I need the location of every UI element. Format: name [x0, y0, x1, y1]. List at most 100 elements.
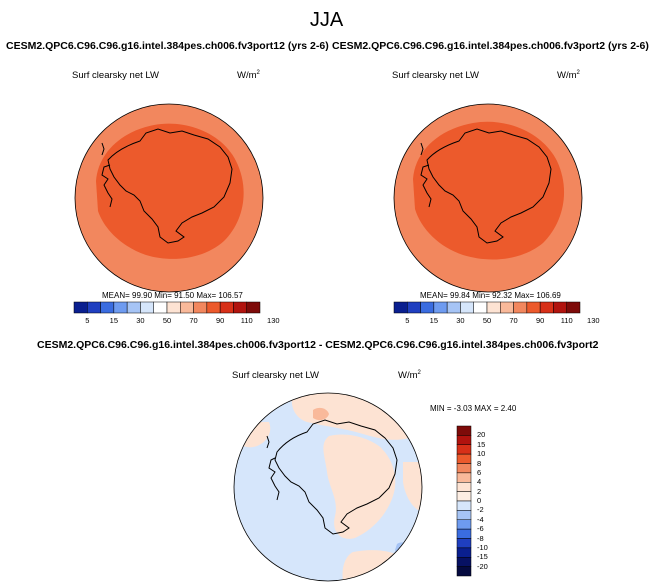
panel3-colorbar-tick-label: 15	[477, 439, 486, 449]
panel3-colorbar-swatch	[456, 519, 472, 530]
panel2-max-value: 106.69	[536, 291, 561, 300]
panel2-stats: MEAN= 99.84 Min= 92.32 Max= 106.69	[420, 291, 561, 300]
panel3-colorbar-swatch	[456, 453, 472, 464]
panel2-colorbar-tick-label: 110	[560, 316, 573, 325]
panel2-colorbar-tick-label: 90	[535, 316, 545, 325]
panel1-colorbar-tick-label: 5	[85, 316, 90, 325]
panel1-stats: MEAN= 99.90 Min= 91.50 Max= 106.57	[102, 291, 243, 300]
panel3-negative-patch	[395, 542, 411, 556]
panel1-south-america-tip	[101, 142, 105, 156]
panel1-colorbar-tick-label: 15	[109, 316, 119, 325]
panel3-max-label: MAX =	[474, 404, 499, 413]
panel3-colorbar-tick-label: -10	[477, 542, 488, 552]
panel3-patch-small	[313, 407, 329, 421]
panel1-colorbar-tick-label: 30	[136, 316, 145, 325]
panel3-patch-south	[342, 550, 409, 581]
panel2-units: W/m2	[557, 70, 580, 82]
panel1-colorbar-swatch	[219, 301, 234, 314]
panel1-colorbar-swatch	[246, 301, 261, 314]
panel2-mean-label: MEAN=	[420, 291, 448, 300]
panel1-map	[74, 103, 264, 293]
panel3-variable-label: Surf clearsky net LW	[232, 370, 319, 381]
panel2-variable-label: Surf clearsky net LW	[392, 70, 479, 81]
panel3-colorbar-swatch	[456, 425, 472, 436]
panel2-colorbar-swatch	[393, 301, 408, 314]
panel2-colorbar-swatch	[446, 301, 461, 314]
panel3-colorbar-swatch	[456, 547, 472, 558]
panel3-min-value: -3.03	[453, 404, 473, 413]
panel1-colorbar-swatch	[206, 301, 221, 314]
panel3-south-america-tip	[266, 435, 270, 449]
panel1-colorbar-swatch	[113, 301, 128, 314]
panel2-mean-value: 99.84	[450, 291, 471, 300]
panel2-colorbar-swatch	[433, 301, 448, 314]
panel3-colorbar-tick-label: 20	[477, 430, 486, 440]
panel2-map	[393, 103, 583, 293]
panel3-patch-east	[403, 462, 422, 512]
panel3-colorbar-tick-label: -6	[477, 524, 484, 534]
panel2-colorbar-swatch	[420, 301, 435, 314]
panel2-south-america-tip	[420, 142, 424, 156]
panel3-map-border	[233, 392, 423, 582]
panel1-colorbar-swatch	[153, 301, 168, 314]
panel1-colorbar-swatch	[180, 301, 194, 314]
panel1-colorbar-tick-label: 90	[215, 316, 225, 325]
panel2-colorbar-swatch	[539, 301, 554, 314]
panel3-colorbar-ticks: 20 15 10 8 6 4 2 0 -2 -4 -6 -8 -10 -15 -20	[477, 426, 507, 576]
panel3-colorbar-swatch	[456, 444, 472, 455]
panel2-map-interior-field	[413, 121, 565, 260]
panel1-colorbar-swatch	[73, 301, 88, 314]
panel3-colorbar-swatch	[456, 528, 472, 539]
panel3-colorbar-swatch	[456, 482, 472, 492]
panel2-colorbar-swatch	[486, 301, 501, 314]
panel3-colorbar-tick-label: 2	[477, 486, 482, 496]
panel3-map-base	[234, 393, 422, 581]
panel3-antarctic-peninsula	[268, 457, 280, 501]
panel3-colorbar-tick-label: 0	[477, 496, 482, 505]
panel1-max-label: Max=	[196, 291, 217, 300]
panel3-colorbar-tick-label: 6	[477, 467, 482, 477]
panel2-title: CESM2.QPC6.C96.C96.g16.intel.384pes.ch00…	[332, 40, 649, 52]
panel2-colorbar-ticks: 5 15 30 50 70 90 110 130	[394, 316, 599, 326]
panel1-colorbar-swatch	[87, 301, 101, 314]
panel1-colorbar-ticks: 5 15 30 50 70 90 110 130	[74, 316, 279, 326]
panel1-colorbar-swatch	[100, 301, 115, 314]
panel2-colorbar-tick-label: 15	[429, 316, 439, 325]
panel1-antarctic-peninsula	[101, 164, 113, 208]
panel3-colorbar-tick-label: -20	[477, 561, 488, 571]
panel2-colorbar-tick-label: 130	[587, 316, 600, 325]
panel2-colorbar-swatch	[526, 301, 541, 314]
panel2-colorbar-swatch	[473, 301, 488, 314]
panel1-min-value: 91.50	[174, 291, 195, 300]
panel2-colorbar-swatch	[553, 301, 567, 314]
panel1-units: W/m2	[237, 70, 260, 82]
panel1-colorbar	[73, 301, 261, 314]
panel1-colorbar-swatch	[140, 301, 154, 314]
panel3-patch-center	[323, 434, 396, 539]
panel1-colorbar-swatch	[233, 301, 247, 314]
panel1-mean-label: MEAN=	[102, 291, 130, 300]
panel1-antarctica-coastline	[107, 128, 233, 244]
panel3-colorbar-swatch	[456, 472, 472, 483]
panel3-colorbar-swatch	[456, 435, 472, 445]
panel1-variable-label: Surf clearsky net LW	[72, 70, 159, 81]
panel3-stats: MIN = -3.03 MAX = 2.40	[430, 404, 516, 413]
panel2-colorbar-tick-label: 30	[456, 316, 465, 325]
panel3-colorbar-swatch	[456, 500, 472, 511]
panel3-colorbar	[456, 425, 472, 577]
panel3-antarctica-coastline	[274, 419, 398, 535]
panel3-colorbar-swatch	[456, 491, 472, 502]
panel2-min-value: 92.32	[492, 291, 513, 300]
panel3-colorbar-tick-label: 4	[477, 477, 482, 487]
panel2-min-label: Min=	[472, 291, 490, 300]
panel2-antarctica-coastline	[426, 128, 552, 244]
panel1-max-value: 106.57	[218, 291, 243, 300]
panel2-colorbar-swatch	[500, 301, 514, 314]
panel3-colorbar-tick-label: -2	[477, 505, 484, 515]
panel3-colorbar-tick-label: 8	[477, 458, 482, 468]
panel1-mean-value: 99.90	[132, 291, 153, 300]
panel2-colorbar	[393, 301, 581, 314]
panel2-colorbar-swatch	[460, 301, 474, 314]
panel3-title: CESM2.QPC6.C96.C96.g16.intel.384pes.ch00…	[37, 339, 599, 351]
panel2-antarctic-peninsula	[420, 164, 432, 208]
